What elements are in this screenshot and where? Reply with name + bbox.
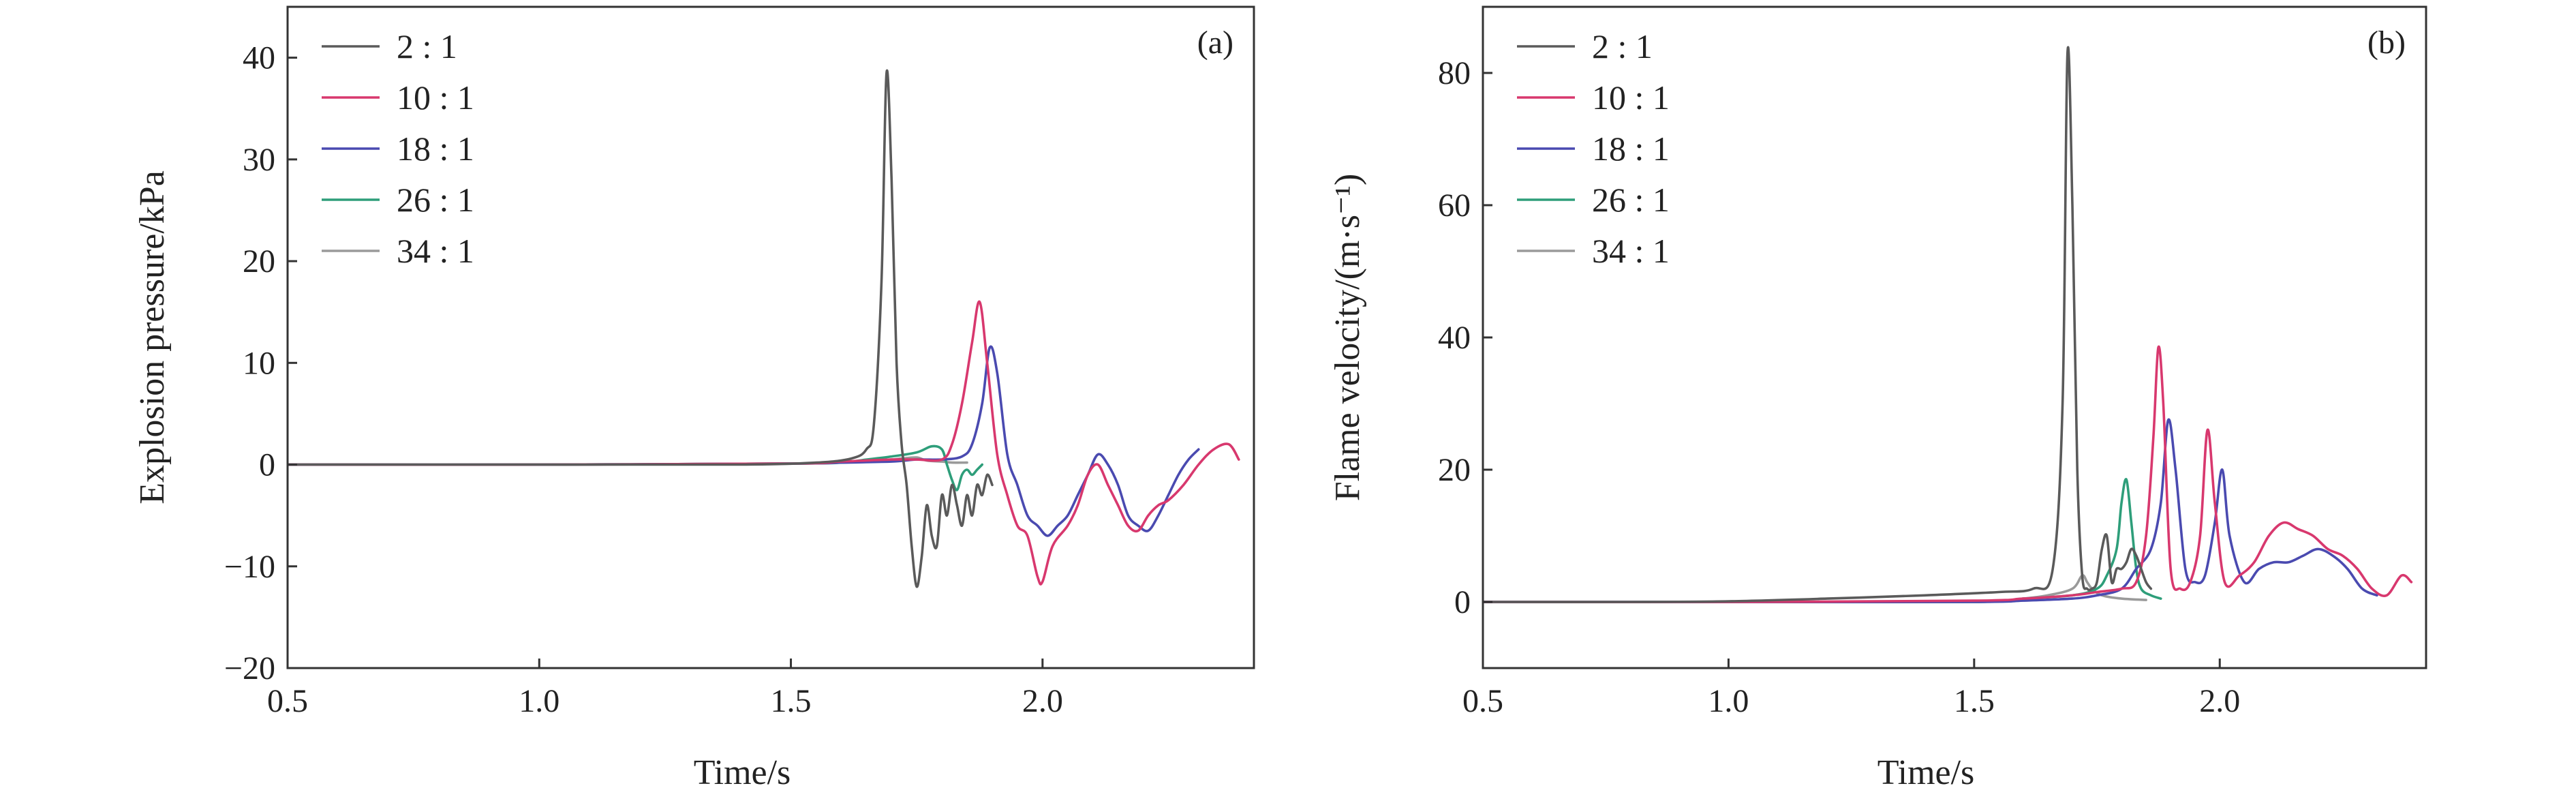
x-tick-label: 2.0 bbox=[2199, 683, 2240, 719]
y-tick-label: −10 bbox=[224, 549, 275, 585]
y-tick-label: 40 bbox=[1438, 320, 1471, 356]
series-line-181 bbox=[1483, 418, 2378, 603]
panel-label: (a) bbox=[1197, 25, 1233, 61]
legend-label: 2 : 1 bbox=[1592, 27, 1653, 65]
x-tick-label: 1.0 bbox=[1708, 683, 1749, 719]
legend: 2 : 1 10 : 1 18 : 1 26 : 1 34 : 1 bbox=[322, 27, 474, 270]
x-axis-label: Time/s bbox=[1877, 753, 1975, 792]
legend: 2 : 1 10 : 1 18 : 1 26 : 1 34 : 1 bbox=[1517, 27, 1670, 270]
plot-frame bbox=[286, 5, 1255, 669]
panel-label: (b) bbox=[2367, 25, 2406, 61]
series-line-261 bbox=[288, 444, 983, 492]
y-tick-label: 60 bbox=[1438, 187, 1471, 224]
legend-label: 10 : 1 bbox=[397, 78, 474, 117]
y-tick-label: 0 bbox=[1454, 584, 1471, 620]
x-tick-label: 1.5 bbox=[1954, 683, 1995, 719]
chart-panel-b: 0.5 1.0 1.5 2.0 0 20 40 60 80 Time/s Flame velocit… bbox=[1328, 5, 2427, 792]
series-group bbox=[1483, 46, 2413, 604]
x-tick-label: 0.5 bbox=[1462, 683, 1503, 719]
legend-label: 34 : 1 bbox=[1592, 232, 1670, 270]
x-tick-label: 0.5 bbox=[267, 683, 308, 719]
legend-label: 26 : 1 bbox=[1592, 181, 1670, 219]
y-tick-label: 20 bbox=[243, 243, 275, 279]
chart-panel-a: 0.5 1.0 1.5 2.0 −20 −10 0 10 20 30 40 Time/s Explosi… bbox=[133, 5, 1255, 792]
y-tick-label: 30 bbox=[243, 142, 275, 178]
series-line-21 bbox=[1483, 46, 2153, 603]
series-line-21 bbox=[288, 69, 994, 588]
y-axis-label: Flame velocity/(m·s⁻¹) bbox=[1328, 174, 1367, 502]
legend-label: 34 : 1 bbox=[397, 232, 474, 270]
y-axis-label: Explosion pressure/kPa bbox=[133, 170, 172, 504]
legend-label: 18 : 1 bbox=[397, 130, 474, 168]
series-group bbox=[288, 69, 1240, 588]
x-tick-label: 1.0 bbox=[519, 683, 559, 719]
legend-label: 18 : 1 bbox=[1592, 130, 1670, 168]
y-tick-label: 20 bbox=[1438, 452, 1471, 488]
legend-label: 26 : 1 bbox=[397, 181, 474, 219]
legend-label: 10 : 1 bbox=[1592, 78, 1670, 117]
y-tick-label: 40 bbox=[243, 40, 275, 76]
y-tick-label: 10 bbox=[243, 345, 275, 381]
y-tick-label: 0 bbox=[259, 447, 275, 483]
y-tick-label: 80 bbox=[1438, 55, 1471, 91]
legend-label: 2 : 1 bbox=[397, 27, 457, 65]
x-tick-label: 2.0 bbox=[1022, 683, 1063, 719]
y-tick-label: −20 bbox=[224, 650, 275, 686]
x-tick-label: 1.5 bbox=[771, 683, 812, 719]
series-line-101 bbox=[288, 300, 1240, 586]
series-line-101 bbox=[1483, 345, 2413, 603]
x-axis-label: Time/s bbox=[694, 753, 791, 792]
series-line-181 bbox=[288, 345, 1200, 537]
